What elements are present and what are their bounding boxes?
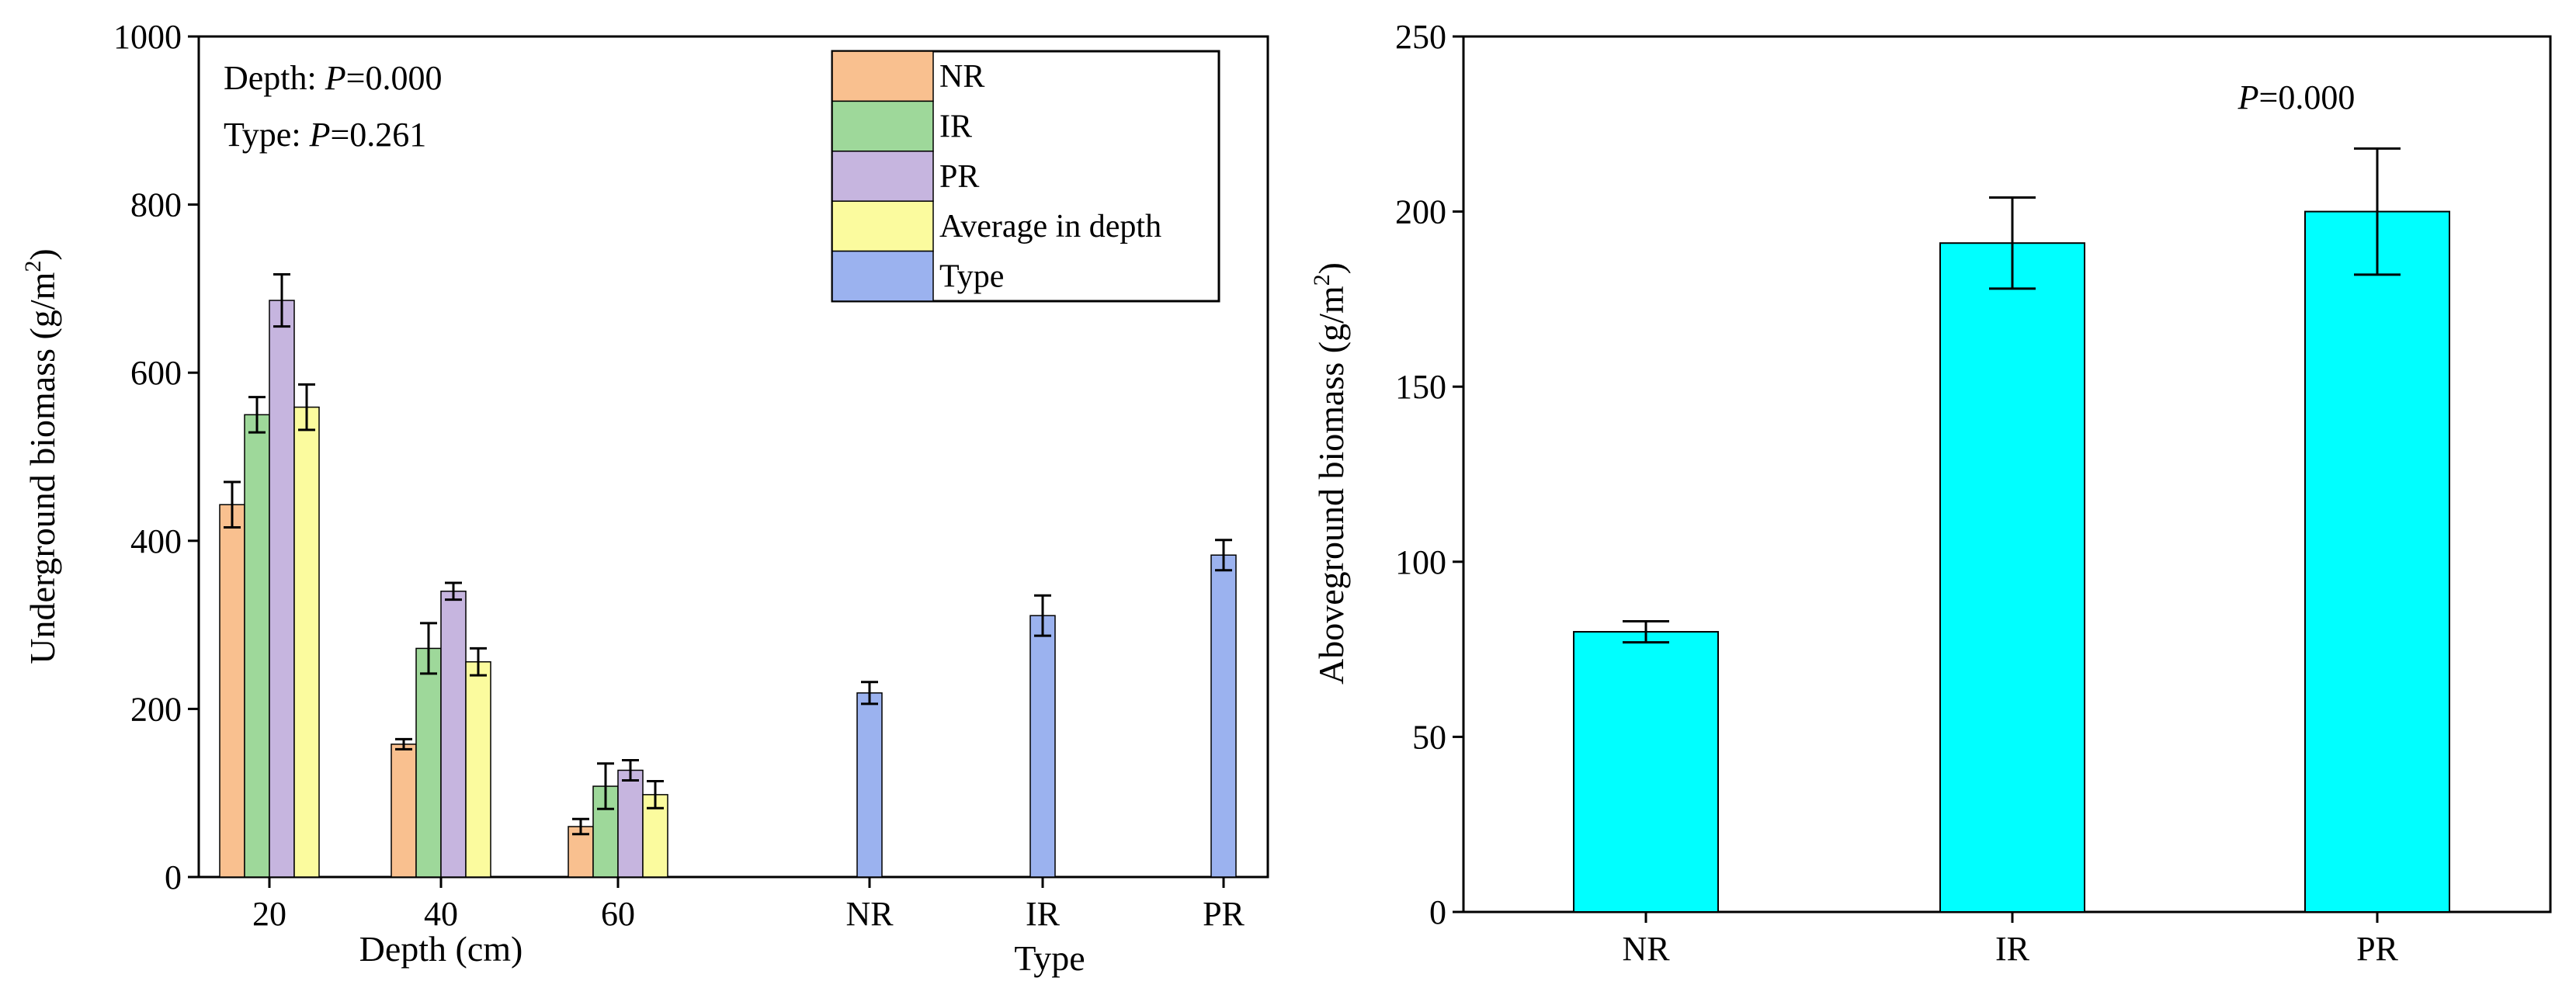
error-bar — [470, 647, 487, 677]
left-y-tick-label: 800 — [130, 186, 182, 224]
bar-ir-20 — [244, 414, 270, 878]
legend-label: Average in depth — [939, 209, 1161, 244]
left-bars — [219, 272, 1237, 878]
left-chart: 0 200 400 600 800 1000 20 40 60 NR IR PR Undergrou… — [20, 18, 1269, 978]
right-x-axis: NR IR PR — [1622, 912, 2399, 968]
left-plot-frame — [197, 35, 1269, 879]
legend-label: PR — [939, 159, 979, 195]
right-annotation: P=0.000 — [2238, 78, 2356, 116]
left-y-axis-title: Underground biomass (g/m2) — [20, 248, 62, 664]
left-x-tick-label: 20 — [252, 895, 286, 933]
left-y-tick-label: 600 — [130, 354, 182, 392]
legend-swatch-ir — [831, 100, 934, 152]
right-y-axis-title: Aboveground biomass (g/m2) — [1309, 262, 1351, 685]
right-x-tick-label: IR — [1995, 930, 2030, 968]
depth-group-label: Depth (cm) — [359, 929, 523, 969]
right-y-axis-title-sup: 2 — [1309, 274, 1335, 286]
bar-pr-40 — [440, 591, 467, 878]
bar-average-in-depth-20 — [293, 406, 320, 878]
right-x-tick-label: PR — [2356, 930, 2398, 968]
bar-pr-20 — [269, 300, 295, 878]
left-x-tick-label: NR — [845, 895, 894, 933]
right-y-tick-label: 200 — [1395, 193, 1446, 231]
error-bar — [572, 817, 589, 836]
error-bar — [224, 480, 241, 529]
left-x-axis: 20 40 60 NR IR PR — [252, 877, 1245, 933]
bar-ir-40 — [415, 647, 442, 878]
left-x-tick-label: IR — [1026, 895, 1061, 933]
bar-aboveground-NR — [1573, 631, 1719, 913]
error-bar — [861, 681, 878, 705]
error-bar — [298, 383, 315, 432]
left-x-tick-label: PR — [1203, 895, 1245, 933]
annotation-type: Type: P=0.261 — [224, 116, 426, 154]
bar-nr-20 — [219, 504, 245, 878]
bar-pr-60 — [617, 769, 644, 878]
right-x-tick-label: NR — [1622, 930, 1670, 968]
error-bar — [1215, 539, 1232, 572]
error-bar — [1989, 196, 2036, 290]
left-y-axis: 0 200 400 600 800 1000 — [113, 18, 199, 896]
left-x-tick-label: 40 — [424, 895, 458, 933]
error-bar — [420, 622, 437, 675]
right-y-axis: 0 50 100 150 200 250 — [1395, 18, 1463, 931]
left-y-axis-title-sup: 2 — [20, 261, 46, 272]
right-chart: 0 50 100 150 200 250 NR IR PR Aboveground bioma… — [1309, 18, 2552, 968]
error-bar — [1623, 620, 1669, 644]
right-y-tick-label: 150 — [1395, 368, 1446, 406]
error-bar — [445, 581, 462, 601]
right-y-tick-label: 50 — [1412, 718, 1446, 756]
right-y-tick-label: 100 — [1395, 543, 1446, 581]
left-y-tick-label: 1000 — [113, 18, 182, 56]
bar-average-in-depth-40 — [465, 661, 491, 878]
error-bar — [647, 780, 664, 809]
error-bar — [1034, 594, 1051, 637]
error-bar — [248, 396, 266, 434]
type-group-label: Type — [1014, 938, 1085, 978]
left-y-tick-label: 0 — [165, 858, 182, 896]
right-y-tick-label: 0 — [1429, 893, 1446, 931]
right-bars — [1573, 147, 2450, 913]
legend: NR IR PR Average in depth Type — [831, 50, 1220, 303]
annotation-depth: Depth: P=0.000 — [224, 59, 442, 97]
bar-aboveground-PR — [2304, 210, 2450, 913]
error-bar — [622, 758, 639, 782]
error-bar — [395, 737, 412, 751]
left-y-tick-label: 400 — [130, 522, 182, 560]
left-y-tick-label: 200 — [130, 690, 182, 728]
legend-swatch-average-in-depth — [831, 200, 934, 252]
error-bar — [273, 272, 290, 328]
left-x-tick-label: 60 — [601, 895, 635, 933]
legend-label: IR — [939, 109, 972, 144]
legend-swatch-pr — [831, 151, 934, 202]
right-y-tick-label: 250 — [1395, 18, 1446, 56]
bar-aboveground-IR — [1939, 242, 2085, 913]
error-bar — [2354, 147, 2401, 276]
bar-type-IR — [1029, 615, 1056, 878]
legend-swatch-type — [831, 250, 934, 302]
bar-nr-40 — [391, 744, 417, 878]
legend-label: NR — [939, 59, 984, 95]
bar-type-PR — [1210, 554, 1237, 878]
bar-type-NR — [856, 692, 883, 878]
legend-label: Type — [939, 259, 1004, 295]
error-bar — [597, 762, 614, 810]
legend-swatch-nr — [831, 50, 934, 102]
